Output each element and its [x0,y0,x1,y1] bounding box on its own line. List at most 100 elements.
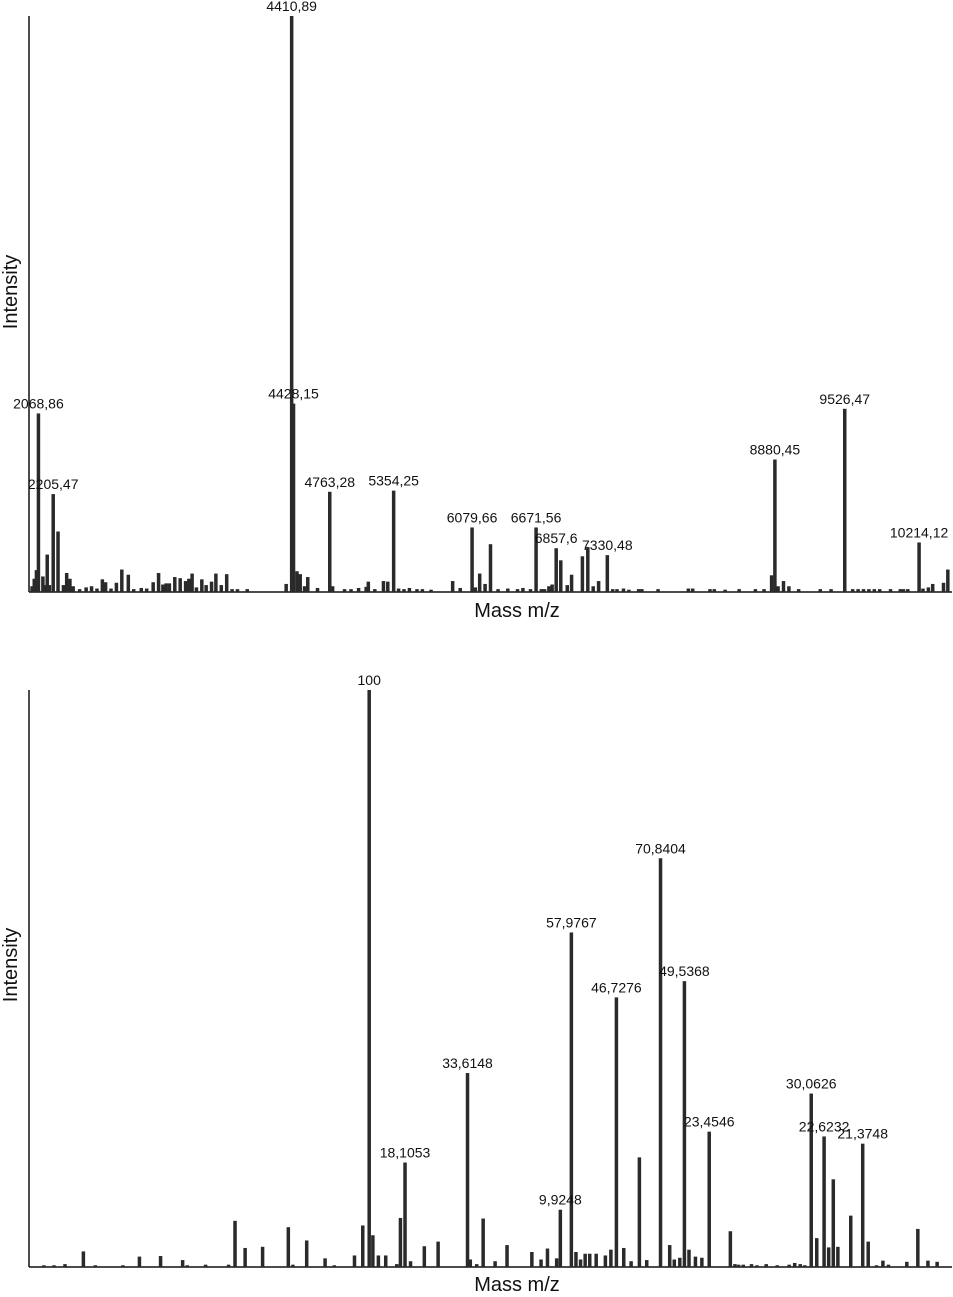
minor-peak-bar [588,1253,592,1267]
minor-peak-bar [373,589,377,592]
minor-peak-bar [528,589,533,592]
minor-peak-bar [781,581,786,592]
minor-peak-bar [627,589,631,592]
peak-label: 57,9767 [546,914,597,930]
minor-peak-bar [185,1265,189,1267]
minor-peak-bar [233,1220,237,1267]
minor-peak-bar [230,589,234,592]
minor-peak-bar [64,572,69,592]
labeled-peak-bar [291,403,296,592]
minor-peak-bar [81,1251,86,1267]
bars-1 [30,16,950,592]
minor-peak-bar [45,554,49,592]
minor-peak-bar [315,587,320,592]
minor-peak-bar [867,589,871,592]
minor-peak-bar [481,1218,485,1267]
peak-label: 2205,47 [28,476,79,492]
minor-peak-bar [831,1179,836,1267]
minor-peak-bar [877,589,882,592]
minor-peak-bar [114,582,119,592]
minor-peak-bar [429,589,433,592]
minor-peak-bar [109,588,113,592]
minor-peak-bar [245,589,249,592]
minor-peak-bar [888,589,893,592]
minor-peak-bar [121,1265,125,1267]
labeled-peak-bar [917,542,921,592]
minor-peak-bar [100,579,105,592]
minor-peak-bar [361,1225,365,1267]
minor-peak-bar [194,587,199,592]
minor-peak-bar [506,588,510,592]
minor-peak-bar [667,1245,672,1267]
minor-peak-bar [886,1264,891,1267]
minor-peak-bar [603,1255,608,1267]
minor-peak-bar [468,1259,473,1267]
minor-peak-bar [284,583,288,592]
minor-peak-bar [235,589,240,592]
minor-peak-bar [594,1253,598,1267]
minor-peak-bar [640,589,644,592]
minor-peak-bar [749,1264,754,1267]
minor-peak-bar [656,589,660,592]
labeled-peak-bar [605,555,610,592]
minor-peak-bar [583,1253,587,1267]
labeled-peak-bar [842,408,847,592]
minor-peak-bar [200,579,204,592]
minor-peak-bar [209,581,214,592]
minor-peak-bar [586,547,590,592]
minor-peak-bar [477,573,482,592]
minor-peak-bar [84,587,88,592]
minor-peak-bar [547,586,551,592]
minor-peak-bar [609,1249,613,1267]
minor-peak-bar [815,1238,819,1267]
minor-peak-bar [474,1264,479,1267]
minor-peak-bar [364,586,368,592]
minor-peak-bar [34,570,39,592]
peak-label: 8880,45 [750,442,801,458]
minor-peak-bar [787,586,791,592]
labeled-peak-bar [809,1093,813,1267]
minor-peak-bar [68,578,72,592]
labeled-peak-bar [554,548,558,592]
minor-peak-bar [505,1245,509,1267]
minor-peak-bar [187,578,191,592]
minor-peak-bar [158,1256,163,1267]
minor-peak-bar [398,1217,403,1267]
minor-peak-bar [559,560,563,592]
minor-peak-bar [733,1264,737,1267]
peak-label: 7330,48 [582,537,633,553]
minor-peak-bar [381,581,386,592]
minor-peak-bar [872,589,877,592]
minor-peak-bar [161,584,165,592]
minor-peak-bar [43,585,47,592]
minor-peak-bar [180,1260,185,1267]
minor-peak-bar [408,1261,413,1267]
y-axis-label: Intensity [0,928,22,1002]
peak-label: 100 [358,672,382,688]
minor-peak-bar [483,583,487,592]
labeled-peak-bar [569,932,574,1267]
minor-peak-bar [204,585,208,592]
minor-peak-bar [260,1246,265,1267]
minor-peak-bar [690,588,695,592]
minor-peak-bar [224,574,229,592]
labeled-peak-bar [391,490,396,592]
minor-peak-bar [610,589,615,592]
minor-peak-bar [687,1249,691,1267]
minor-peak-bar [103,582,108,592]
minor-peak-bar [565,585,570,592]
minor-peak-bar [342,589,347,592]
minor-peak-bar [71,586,75,592]
peak-label: 6857,6 [535,530,578,546]
minor-peak-bar [622,1247,626,1267]
peak-label: 6671,56 [511,509,562,525]
minor-peak-bar [708,589,712,592]
peak-label: 9526,47 [819,391,870,407]
minor-peak-bar [530,1252,534,1267]
minor-peak-bar [736,1264,741,1267]
minor-peak-bar [901,589,906,592]
minor-peak-bar [32,578,36,592]
minor-peak-bar [686,588,691,592]
minor-peak-bar [836,1246,840,1267]
minor-peak-bar [644,1260,649,1267]
